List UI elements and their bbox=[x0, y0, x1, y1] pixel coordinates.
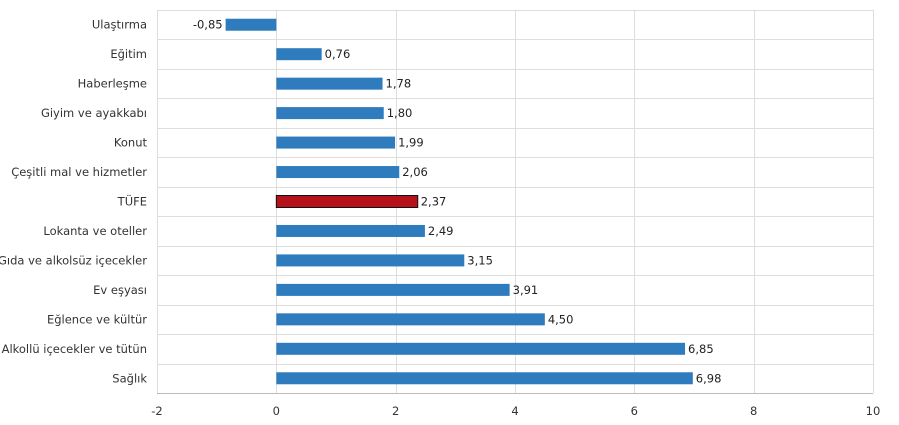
category-label: Eğlence ve kültür bbox=[47, 312, 147, 326]
data-label: -0,85 bbox=[193, 18, 223, 32]
bar bbox=[276, 313, 545, 326]
category-label: TÜFE bbox=[117, 193, 147, 209]
data-label: 1,78 bbox=[386, 77, 412, 91]
category-label: Giyim ve ayakkabı bbox=[41, 106, 147, 120]
x-tick-label: 4 bbox=[511, 404, 518, 418]
x-tick-label: 10 bbox=[866, 404, 881, 418]
category-labels: Ulaştırma Eğitim Haberleşme Giyim ve ayakka… bbox=[0, 18, 147, 386]
data-label: 1,80 bbox=[387, 106, 413, 120]
category-label: Gıda ve alkolsüz içecekler bbox=[0, 253, 147, 267]
bar bbox=[276, 254, 465, 267]
category-label: Sağlık bbox=[112, 371, 147, 385]
x-axis-tick-labels: -2 0 2 4 6 8 10 bbox=[151, 404, 880, 418]
bar bbox=[276, 342, 686, 355]
category-label: Haberleşme bbox=[78, 77, 147, 91]
bar bbox=[276, 107, 384, 120]
x-tick-label: 6 bbox=[631, 404, 638, 418]
bar bbox=[276, 77, 383, 90]
bar bbox=[275, 195, 419, 208]
x-tick-label: 0 bbox=[273, 404, 280, 418]
data-label: 3,15 bbox=[467, 253, 493, 267]
category-label: Ulaştırma bbox=[92, 18, 147, 32]
bar bbox=[276, 166, 400, 179]
bar bbox=[276, 48, 322, 61]
data-label: 6,85 bbox=[688, 342, 714, 356]
data-label: 0,76 bbox=[325, 47, 351, 61]
data-label: 6,98 bbox=[696, 371, 722, 385]
data-labels: -0,85 0,76 1,78 1,80 1,99 2,06 2,37 2,49 3,15 3,9… bbox=[193, 18, 722, 386]
data-label: 3,91 bbox=[513, 283, 539, 297]
category-label: Alkollü içecekler ve tütün bbox=[2, 342, 147, 356]
bar bbox=[276, 136, 396, 149]
bar bbox=[225, 18, 277, 31]
bars bbox=[225, 18, 693, 385]
category-label: Ev eşyası bbox=[93, 283, 147, 297]
data-label: 2,37 bbox=[421, 195, 447, 209]
grid-lines bbox=[157, 10, 874, 394]
bar bbox=[276, 224, 425, 237]
bar bbox=[276, 283, 510, 296]
category-label: Çeşitli mal ve hizmetler bbox=[11, 165, 147, 179]
category-label: Konut bbox=[114, 136, 148, 150]
category-label: Lokanta ve oteller bbox=[43, 224, 147, 238]
x-tick-label: -2 bbox=[151, 404, 162, 418]
bar bbox=[276, 372, 693, 385]
data-label: 2,06 bbox=[402, 165, 428, 179]
data-label: 1,99 bbox=[398, 136, 424, 150]
data-label: 4,50 bbox=[548, 312, 574, 326]
x-tick-label: 8 bbox=[750, 404, 757, 418]
x-tick-label: 2 bbox=[392, 404, 399, 418]
category-label: Eğitim bbox=[110, 47, 147, 61]
data-label: 2,49 bbox=[428, 224, 454, 238]
